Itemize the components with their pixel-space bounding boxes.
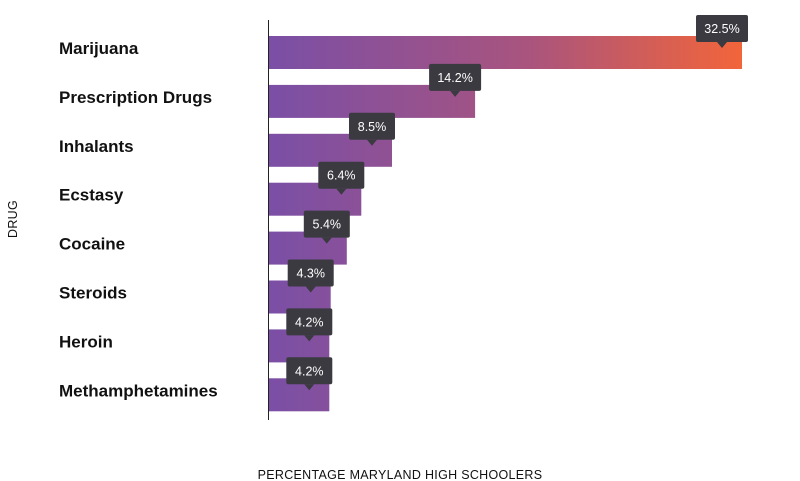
data-label-pointer — [450, 90, 461, 97]
data-label: 4.2% — [295, 315, 324, 329]
data-label: 6.4% — [327, 169, 356, 183]
data-label-tooltip: 32.5% — [696, 15, 748, 48]
data-label-box — [286, 357, 333, 385]
category-labels: Marijuana Prescription Drugs Inhalants Ecst… — [59, 39, 218, 400]
data-label: 5.4% — [313, 218, 342, 232]
bar-marijuana — [268, 36, 742, 69]
category-label: Inhalants — [59, 137, 134, 156]
data-label-box — [303, 210, 350, 238]
category-label: Heroin — [59, 332, 113, 351]
data-label: 32.5% — [704, 22, 739, 36]
data-label-tooltip: 4.3% — [287, 259, 334, 293]
data-label-tooltip: 14.2% — [429, 63, 482, 97]
data-label-pointer — [305, 286, 316, 293]
data-label-box — [286, 308, 333, 336]
data-label: 14.2% — [437, 71, 472, 85]
y-axis-title: DRUG — [6, 200, 20, 238]
data-label-box — [318, 161, 365, 189]
data-label-tooltip: 5.4% — [303, 210, 350, 244]
category-label: Methamphetamines — [59, 381, 218, 400]
x-axis-title: PERCENTAGE MARYLAND HIGH SCHOOLERS — [258, 468, 543, 481]
category-label: Prescription Drugs — [59, 88, 212, 107]
data-label-box — [287, 259, 334, 287]
category-label: Cocaine — [59, 235, 125, 254]
data-label-tooltip: 4.2% — [286, 357, 333, 391]
data-label-pointer — [321, 237, 332, 244]
category-label: Marijuana — [59, 39, 139, 58]
data-label-box — [349, 112, 395, 140]
data-label-pointer — [366, 139, 377, 146]
data-label-pointer — [717, 42, 727, 48]
category-label: Ecstasy — [59, 186, 124, 205]
data-label: 4.2% — [295, 364, 324, 378]
data-label: 4.3% — [296, 267, 325, 281]
data-label-pointer — [304, 335, 315, 342]
data-label-tooltip: 6.4% — [318, 161, 365, 195]
data-label-box — [696, 15, 748, 42]
data-label-box — [429, 63, 482, 91]
data-label-tooltip: 4.2% — [286, 308, 333, 342]
category-label: Steroids — [59, 284, 127, 303]
data-label-pointer — [336, 188, 347, 195]
data-label-tooltip: 8.5% — [349, 112, 395, 146]
data-label-pointer — [304, 384, 315, 391]
data-label: 8.5% — [358, 120, 387, 134]
data-labels-layer: 32.5% 14.2% 8.5% 6.4% 5.4% 4.3% 4.2% 4.2% — [286, 15, 748, 391]
